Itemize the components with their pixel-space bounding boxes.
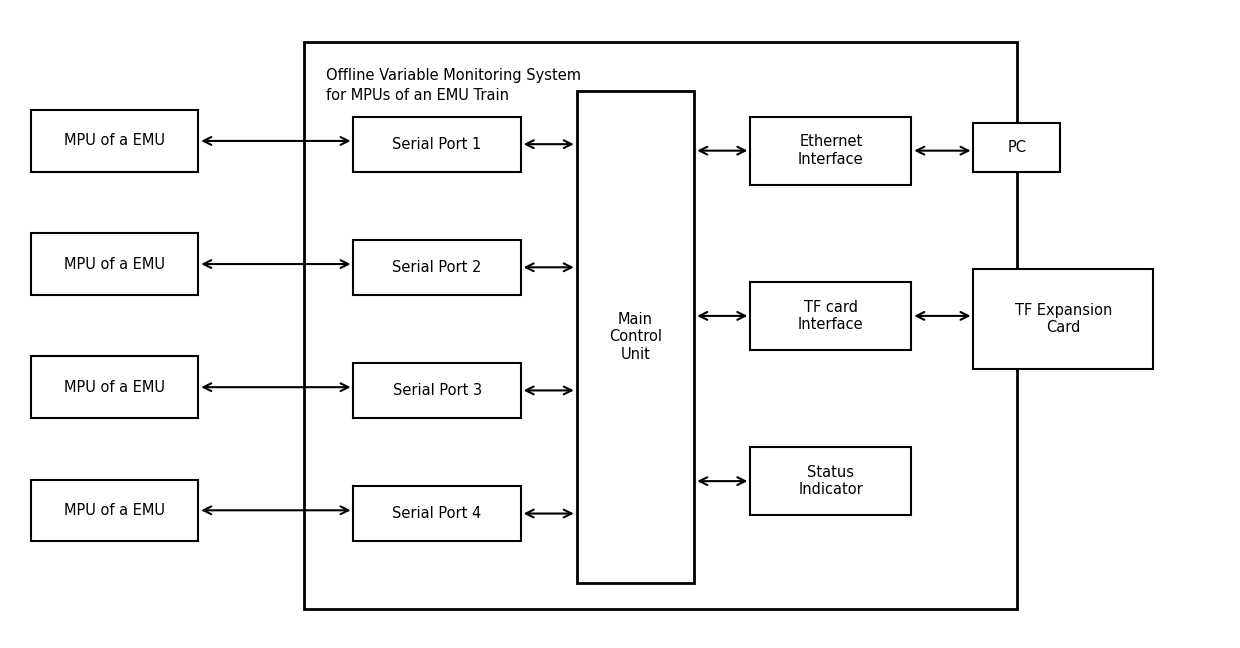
Bar xyxy=(750,282,911,350)
Bar xyxy=(31,233,198,295)
Text: MPU of a EMU: MPU of a EMU xyxy=(64,503,165,518)
Bar xyxy=(750,117,911,185)
Text: Serial Port 3: Serial Port 3 xyxy=(393,383,481,398)
Bar xyxy=(973,123,1060,172)
Text: Serial Port 4: Serial Port 4 xyxy=(393,506,481,521)
Text: Status
Indicator: Status Indicator xyxy=(799,465,863,498)
Text: Serial Port 2: Serial Port 2 xyxy=(392,260,482,275)
Bar xyxy=(577,91,694,583)
Text: MPU of a EMU: MPU of a EMU xyxy=(64,380,165,395)
Bar xyxy=(31,356,198,418)
Text: TF card
Interface: TF card Interface xyxy=(799,299,863,332)
Text: Main
Control
Unit: Main Control Unit xyxy=(609,312,662,362)
Text: PC: PC xyxy=(1007,140,1027,155)
Text: Serial Port 1: Serial Port 1 xyxy=(393,137,481,152)
Bar xyxy=(353,117,521,172)
Bar xyxy=(353,486,521,541)
Bar xyxy=(353,240,521,295)
Bar xyxy=(31,480,198,541)
Text: Ethernet
Interface: Ethernet Interface xyxy=(799,135,863,167)
Text: MPU of a EMU: MPU of a EMU xyxy=(64,257,165,272)
Bar xyxy=(750,447,911,515)
Bar xyxy=(31,110,198,172)
Text: Offline Variable Monitoring System
for MPUs of an EMU Train: Offline Variable Monitoring System for M… xyxy=(326,68,582,103)
Text: MPU of a EMU: MPU of a EMU xyxy=(64,133,165,148)
Bar xyxy=(973,269,1153,369)
Bar xyxy=(304,42,1017,609)
Bar xyxy=(353,363,521,418)
Text: TF Expansion
Card: TF Expansion Card xyxy=(1014,303,1112,336)
